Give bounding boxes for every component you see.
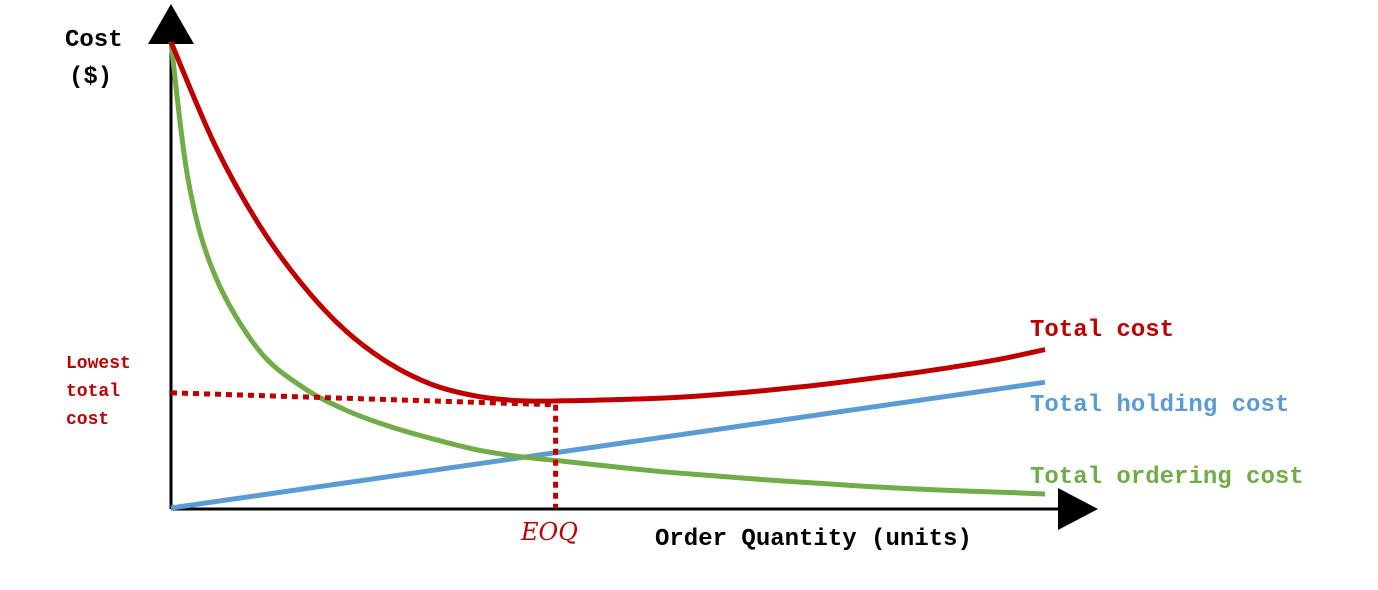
y-axis-arrow [148, 4, 194, 44]
x-axis-label: Order Quantity (units) [655, 526, 972, 553]
series-label-total-cost: Total cost [1030, 317, 1174, 344]
series-label-total-holding-cost: Total holding cost [1030, 392, 1289, 419]
y-axis-label-line1: Cost [65, 27, 123, 54]
series-label-total-ordering-cost: Total ordering cost [1030, 464, 1304, 491]
lowest-cost-label-line2: total [66, 382, 120, 402]
lowest-cost-guide-line [170, 390, 556, 408]
y-axis-label-line2: ($) [69, 64, 112, 91]
x-axis-arrow [1058, 488, 1098, 530]
eoq-label: EOQ [520, 518, 578, 546]
series-layer [168, 41, 1046, 511]
lowest-cost-label-line3: cost [66, 410, 109, 430]
series-line-total-cost [168, 41, 1046, 404]
lowest-cost-label-line1: Lowest [66, 354, 131, 374]
series-line-total-holding-cost [170, 379, 1046, 511]
series-line-total-ordering-cost [168, 41, 1046, 497]
guide-layer [170, 390, 559, 508]
